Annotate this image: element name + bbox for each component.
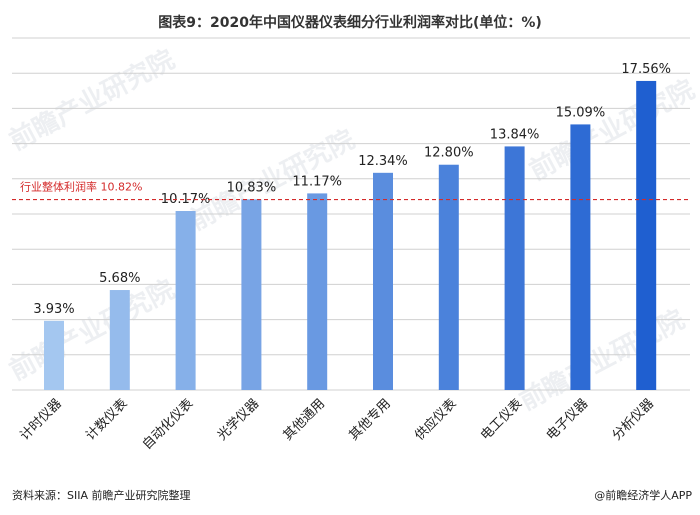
- category-label: 自动化仪表: [140, 396, 197, 453]
- bar: [504, 146, 525, 390]
- category-label: 其他专用: [346, 396, 393, 443]
- data-label: 12.34%: [358, 154, 408, 169]
- brand-credit: @前瞻经济学人APP: [594, 489, 692, 502]
- bar: [175, 211, 196, 390]
- bar: [44, 320, 64, 390]
- data-label: 11.17%: [292, 174, 342, 189]
- category-label: 计时仪器: [17, 396, 64, 443]
- data-label: 5.68%: [99, 271, 140, 286]
- data-label: 3.93%: [33, 302, 74, 317]
- category-label: 其他通用: [281, 396, 328, 443]
- source-note: 资料来源：SIIA 前瞻产业研究院整理: [12, 489, 191, 502]
- bar: [373, 172, 393, 390]
- data-label: 13.84%: [490, 127, 540, 142]
- category-label: 光学仪器: [214, 396, 262, 444]
- category-label: 电工仪表: [478, 396, 525, 443]
- category-label: 供应仪表: [412, 396, 460, 444]
- chart-title: 图表9：2020年中国仪器仪表细分行业利润率对比(单位：%): [158, 15, 542, 31]
- bar: [636, 80, 657, 390]
- bar: [307, 193, 328, 390]
- data-label: 10.83%: [227, 180, 277, 195]
- category-label: 分析仪器: [610, 396, 657, 443]
- bar: [109, 290, 130, 390]
- data-label: 15.09%: [556, 105, 606, 120]
- data-label: 17.56%: [621, 62, 671, 77]
- bar: [570, 124, 591, 390]
- bar: [438, 164, 459, 390]
- category-label: 电子仪器: [544, 396, 591, 443]
- bar: [241, 199, 262, 390]
- category-label: 计数仪表: [83, 396, 130, 443]
- data-label: 10.17%: [161, 192, 211, 207]
- reference-line-label: 行业整体利润率 10.82%: [20, 180, 142, 194]
- data-label: 12.80%: [424, 146, 474, 161]
